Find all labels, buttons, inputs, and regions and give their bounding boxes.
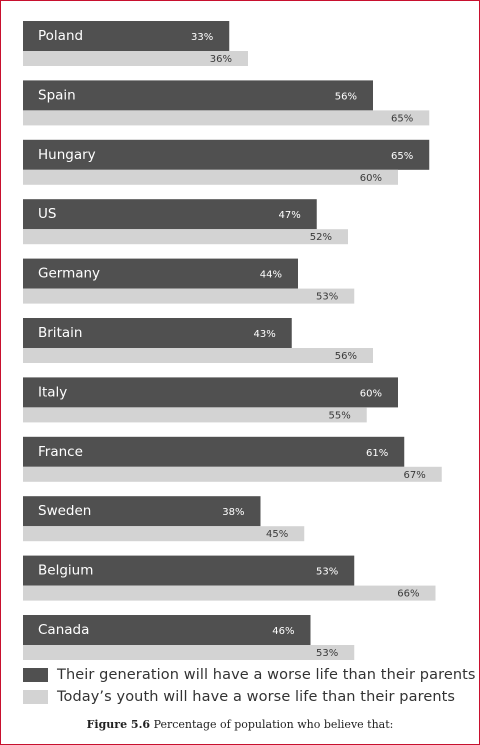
value-label-series2-us: 52% bbox=[310, 232, 332, 243]
bar-series1-poland bbox=[23, 21, 230, 51]
figure-caption: Figure 5.6 Percentage of population who … bbox=[0, 718, 480, 731]
category-label-germany: Germany bbox=[38, 266, 100, 282]
bar-series1-sweden bbox=[23, 496, 261, 527]
value-label-series2-sweden: 45% bbox=[266, 529, 288, 540]
bar-series2-poland bbox=[23, 51, 248, 66]
value-label-series1-britain: 43% bbox=[254, 329, 276, 340]
value-label-series1-us: 47% bbox=[279, 210, 301, 221]
bar-series1-belgium bbox=[23, 555, 355, 586]
value-label-series2-poland: 36% bbox=[210, 54, 232, 65]
caption-text: Percentage of population who believe tha… bbox=[150, 718, 394, 731]
bar-series1-spain bbox=[23, 80, 373, 111]
legend-swatch-series2 bbox=[23, 690, 48, 704]
bar-series1-hungary bbox=[23, 139, 430, 170]
value-label-series2-belgium: 66% bbox=[397, 589, 419, 600]
bar-series2-sweden bbox=[23, 526, 305, 542]
bar-series2-germany bbox=[23, 288, 355, 304]
value-label-series1-france: 61% bbox=[366, 448, 388, 459]
legend: Their generation will have a worse life … bbox=[23, 664, 478, 708]
legend-item-series2: Today’s youth will have a worse life tha… bbox=[23, 686, 478, 708]
value-label-series1-hungary: 65% bbox=[391, 151, 413, 162]
value-label-series2-france: 67% bbox=[404, 470, 426, 481]
legend-label-series2: Today’s youth will have a worse life tha… bbox=[57, 689, 456, 705]
legend-label-series1: Their generation will have a worse life … bbox=[57, 667, 476, 683]
caption-label: Figure 5.6 bbox=[86, 718, 151, 731]
bar-series1-germany bbox=[23, 258, 298, 289]
value-label-series1-italy: 60% bbox=[360, 388, 382, 399]
category-label-canada: Canada bbox=[38, 622, 89, 638]
category-label-britain: Britain bbox=[38, 325, 82, 341]
bar-series2-canada bbox=[23, 645, 355, 660]
category-label-france: France bbox=[38, 444, 83, 460]
value-label-series1-canada: 46% bbox=[272, 626, 294, 637]
bar-series2-hungary bbox=[23, 169, 398, 185]
category-label-belgium: Belgium bbox=[38, 563, 93, 579]
category-label-spain: Spain bbox=[38, 87, 76, 103]
value-label-series2-britain: 56% bbox=[335, 351, 357, 362]
bar-series2-belgium bbox=[23, 585, 436, 601]
value-label-series1-poland: 33% bbox=[191, 32, 213, 43]
value-label-series2-italy: 55% bbox=[329, 410, 351, 421]
bar-series1-france bbox=[23, 436, 405, 467]
value-label-series1-germany: 44% bbox=[260, 270, 282, 281]
category-label-poland: Poland bbox=[38, 28, 83, 44]
bar-series1-britain bbox=[23, 318, 292, 348]
category-label-us: US bbox=[38, 206, 56, 222]
value-label-series1-belgium: 53% bbox=[316, 567, 338, 578]
bar-series2-spain bbox=[23, 110, 430, 126]
category-label-hungary: Hungary bbox=[38, 147, 96, 163]
bar-chart: Poland 33% 36% Spain 56% 65% Hungary 65% 60% US 47… bbox=[23, 21, 442, 660]
bar-series2-italy bbox=[23, 407, 367, 423]
legend-item-series1: Their generation will have a worse life … bbox=[23, 664, 478, 686]
value-label-series1-sweden: 38% bbox=[222, 507, 244, 518]
value-label-series2-germany: 53% bbox=[316, 292, 338, 303]
bar-series2-france bbox=[23, 466, 442, 482]
legend-swatch-series1 bbox=[23, 668, 48, 682]
value-label-series2-canada: 53% bbox=[316, 648, 338, 659]
value-label-series1-spain: 56% bbox=[335, 91, 357, 102]
bar-series1-us bbox=[23, 199, 317, 230]
value-label-series2-spain: 65% bbox=[391, 113, 413, 124]
bar-series2-us bbox=[23, 229, 348, 245]
bar-series1-italy bbox=[23, 377, 398, 408]
bar-series1-canada bbox=[23, 615, 311, 645]
category-label-sweden: Sweden bbox=[38, 503, 91, 519]
value-label-series2-hungary: 60% bbox=[360, 173, 382, 184]
bar-series2-britain bbox=[23, 348, 373, 363]
category-label-italy: Italy bbox=[38, 384, 67, 400]
